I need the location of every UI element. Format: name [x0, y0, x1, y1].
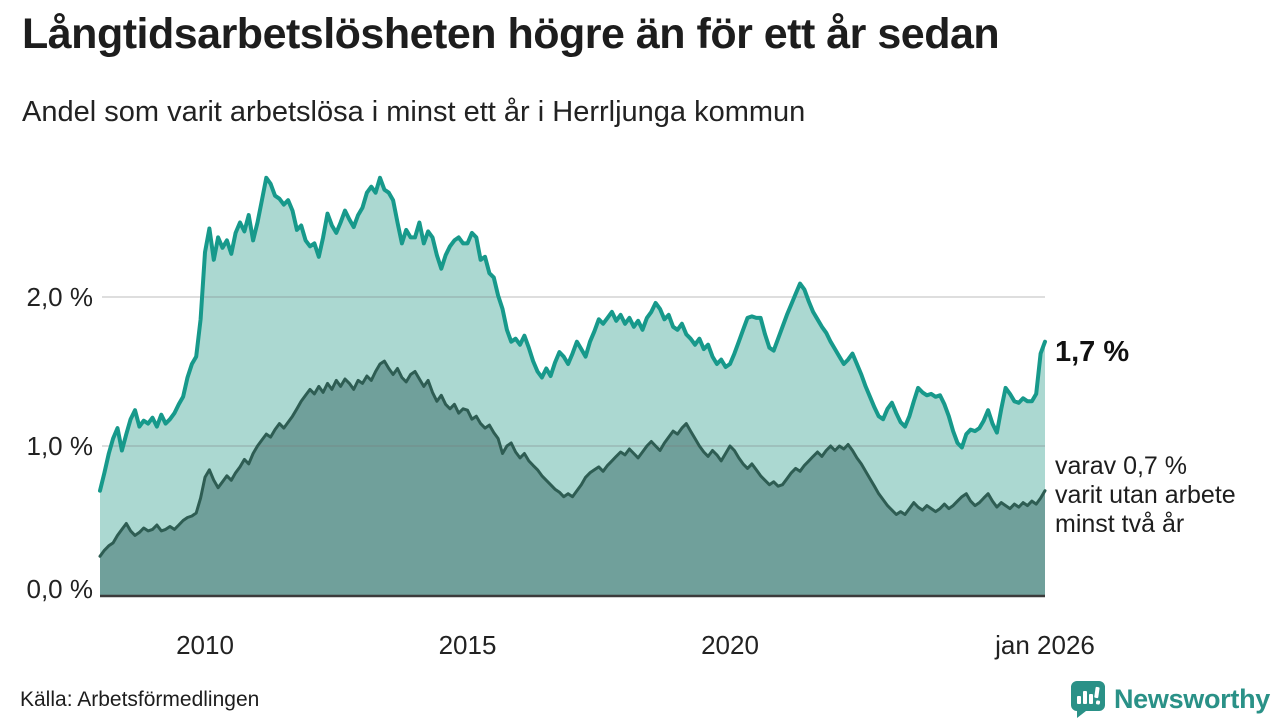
newsworthy-logo-icon	[1070, 681, 1105, 718]
x-axis-label: 2020	[701, 630, 759, 660]
inner-annotation-line2: varit utan arbete	[1055, 481, 1236, 509]
latest-value-annotation: 1,7 %	[1055, 336, 1130, 368]
source-credit: Källa: Arbetsförmedlingen	[20, 688, 260, 711]
newsworthy-wordmark: Newsworthy	[1113, 683, 1270, 714]
outer-series-line	[98, 175, 1047, 493]
y-axis-label: 1,0 %	[26, 431, 94, 461]
inner-series-annotation: varav 0,7 % varit utan arbete minst två …	[1055, 452, 1236, 539]
newsworthy-logo: Newsworthy	[1068, 678, 1270, 720]
inner-annotation-line3: minst två år	[1055, 510, 1185, 538]
chart-subtitle: Andel som varit arbetslösa i minst ett å…	[22, 96, 806, 128]
y-axis-label: 0,0 %	[26, 574, 94, 604]
inner-series-line	[98, 359, 1047, 558]
x-axis-label: jan 2026	[995, 630, 1095, 660]
page-title: Långtidsarbetslösheten högre än för ett …	[22, 10, 1000, 58]
inner-area-fill	[100, 361, 1045, 595]
y-axis-label: 2,0 %	[26, 282, 94, 312]
inner-annotation-line1: varav 0,7 %	[1055, 452, 1188, 480]
x-axis-label: 2010	[176, 630, 234, 660]
bar-chart-glyph	[1076, 686, 1101, 705]
speech-bubble-shape	[1070, 681, 1105, 718]
x-axis-label: 2015	[438, 630, 497, 660]
